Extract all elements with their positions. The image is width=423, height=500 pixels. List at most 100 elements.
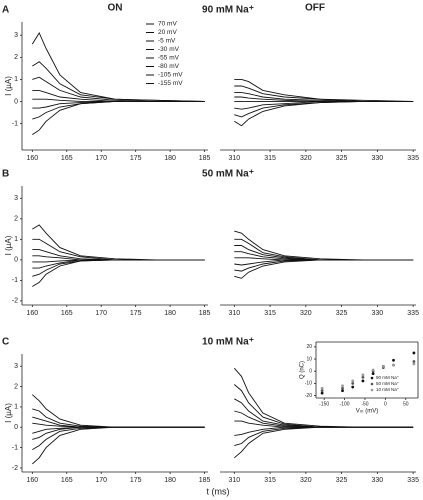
y-tick-label: -2 <box>12 465 18 472</box>
x-tick-label: 315 <box>264 155 276 162</box>
x-tick-label: 335 <box>407 477 419 484</box>
x-tick-label: 325 <box>336 477 348 484</box>
y-tick-label: 3 <box>14 32 18 39</box>
x-tick-label: 315 <box>264 310 276 317</box>
legend-label: 10 mM Na⁺ <box>376 387 400 392</box>
legend-label: -55 mV <box>158 55 180 62</box>
trace <box>234 245 414 261</box>
trace <box>32 426 205 465</box>
point <box>392 363 395 367</box>
x-tick-label: 165 <box>61 477 73 484</box>
y-axis-label: Q (nC) <box>300 361 306 379</box>
x-tick-label: 160 <box>26 477 38 484</box>
panel-label: C <box>2 337 9 348</box>
x-tick-label: 170 <box>95 477 107 484</box>
x-tick-label: 320 <box>300 477 312 484</box>
y-tick-label: 0 <box>14 98 18 105</box>
point <box>351 381 355 385</box>
trace <box>234 259 414 272</box>
point <box>412 362 416 366</box>
point <box>320 391 324 395</box>
x-tick-label: 325 <box>336 155 348 162</box>
point <box>371 368 375 372</box>
y-tick-label: 0 <box>14 257 18 264</box>
x-tick-label: 160 <box>26 310 38 317</box>
trace <box>32 100 205 135</box>
y-tick-label: 2 <box>14 383 18 390</box>
trace <box>234 259 414 279</box>
y-tick-label: 2 <box>14 216 18 223</box>
point <box>320 389 324 393</box>
x-tick-label: -50 <box>361 401 368 407</box>
x-tick-label: 310 <box>228 310 240 317</box>
y-tick-label: 0 <box>309 369 312 375</box>
x-tick-label: 175 <box>130 310 142 317</box>
y-tick-label: 0 <box>14 424 18 431</box>
legend-label: 50 mM Na⁺ <box>376 381 400 386</box>
x-tick-label: 170 <box>95 310 107 317</box>
trace <box>234 230 414 261</box>
y-tick-label: -20 <box>305 393 312 399</box>
y-tick-label: 3 <box>14 363 18 370</box>
y-tick-label: -2 <box>12 298 18 305</box>
trace <box>32 100 205 109</box>
point <box>361 379 365 383</box>
x-tick-label: 175 <box>130 155 142 162</box>
x-tick-label: 185 <box>199 477 211 484</box>
panel-label: B <box>2 169 9 180</box>
panel-title: OFF <box>305 3 325 14</box>
point <box>361 375 365 379</box>
x-tick-label: 335 <box>407 155 419 162</box>
x-tick-label: 330 <box>372 477 384 484</box>
y-tick-label: 20 <box>306 344 312 350</box>
trace <box>32 259 205 287</box>
x-tick-label: 325 <box>336 310 348 317</box>
x-tick-label: 175 <box>130 477 142 484</box>
point <box>392 358 395 362</box>
x-tick-label: 310 <box>228 477 240 484</box>
y-axis-label: I (µA) <box>4 76 13 96</box>
legend-label: -105 mV <box>158 72 183 79</box>
y-tick-label: -1 <box>12 444 18 451</box>
point <box>371 372 375 376</box>
legend-label: -80 mV <box>158 63 180 70</box>
legend-label: -5 mV <box>158 38 176 45</box>
x-tick-label: 320 <box>300 155 312 162</box>
point <box>412 351 416 355</box>
x-tick-label: 315 <box>264 477 276 484</box>
x-tick-label: 0 <box>384 401 387 407</box>
panel-subtitle: 10 mM Na⁺ <box>202 337 254 348</box>
x-tick-label: 330 <box>372 155 384 162</box>
panel-subtitle: 50 mM Na⁺ <box>202 169 254 180</box>
x-tick-label: -100 <box>340 401 350 407</box>
trace <box>32 224 205 261</box>
x-tick-label: -150 <box>319 401 329 407</box>
x-tick-label: 330 <box>372 310 384 317</box>
y-tick-label: 1 <box>14 404 18 411</box>
x-tick-label: 310 <box>228 155 240 162</box>
trace <box>32 426 205 440</box>
x-tick-label: 185 <box>199 310 211 317</box>
x-tick-label: 185 <box>199 155 211 162</box>
x-axis-label: Vₘ (mV) <box>356 409 378 415</box>
trace <box>32 259 205 277</box>
trace <box>233 367 414 428</box>
x-tick-label: 165 <box>61 310 73 317</box>
legend-label: 90 mM Na⁺ <box>376 375 400 380</box>
point <box>351 385 355 389</box>
point <box>341 386 344 390</box>
legend-swatch <box>370 376 374 380</box>
x-tick-label: 180 <box>164 310 176 317</box>
legend-swatch <box>370 382 374 386</box>
panel-subtitle: 90 mM Na⁺ <box>202 5 254 16</box>
legend-label: 70 mV <box>158 21 177 28</box>
x-tick-label: 320 <box>300 310 312 317</box>
point <box>381 364 385 368</box>
legend-swatch <box>370 388 374 392</box>
x-tick-label: 160 <box>26 155 38 162</box>
point <box>412 360 416 363</box>
trace <box>234 100 414 118</box>
legend-label: -30 mV <box>158 46 180 53</box>
x-tick-label: 165 <box>61 155 73 162</box>
